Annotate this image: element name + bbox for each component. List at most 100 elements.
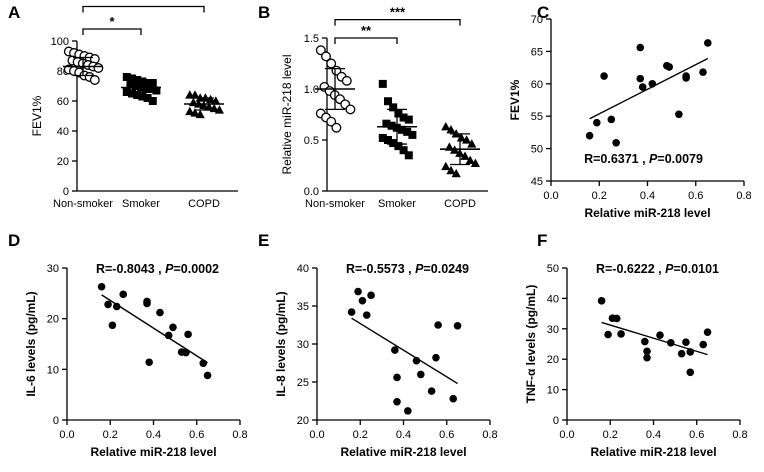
x-axis-title: Relative miR-218 level: [584, 206, 710, 220]
panel-a: A020406080100Non-smokerSmokerCOPDFEV1%**…: [8, 0, 238, 210]
y-tick-label: 20: [297, 415, 309, 427]
panel-c: C 45 50 55 60 65 70 0.0 0.2 0.4 0.6 0.8 Relative miR…: [508, 3, 752, 220]
data-point: [403, 127, 412, 136]
significance-bracket: [334, 18, 461, 26]
data-point: [597, 297, 606, 305]
x-tick-label: 0.6: [689, 429, 704, 441]
data-point: [138, 92, 147, 101]
x-tick-label: 0.0: [543, 190, 558, 202]
significance-label: **: [361, 23, 372, 38]
significance-bracket: [82, 28, 142, 35]
x-tick-label: 0.2: [103, 429, 118, 441]
y-tick-label: 40: [57, 126, 69, 138]
data-point: [389, 139, 398, 148]
x-axis-title: Relative miR-218 level: [340, 445, 466, 459]
data-point: [367, 291, 375, 300]
data-point: [387, 121, 396, 130]
group-copd: [184, 90, 224, 119]
data-point: [138, 77, 147, 86]
group-non-smoker: [63, 46, 104, 85]
data-point: [656, 331, 664, 339]
correlation-annotation: R=-0.5573 , P=0.0249: [346, 262, 469, 276]
y-tick-label: 55: [531, 111, 543, 123]
y-tick-label: 30: [297, 339, 309, 351]
annotation-p-label: P: [665, 262, 674, 276]
panel-f: F 0 10 20 30 40 50 0.0 0.2 0.4 0.6 0.8 Relative miR-…: [524, 231, 748, 459]
data-point: [394, 142, 403, 151]
data-point: [185, 106, 195, 116]
data-point: [211, 96, 221, 105]
y-tick-label: 10: [547, 385, 559, 397]
data-point: [432, 353, 440, 362]
y-tick-label: 45: [531, 176, 543, 188]
data-point: [441, 121, 451, 131]
data-point: [446, 125, 456, 134]
data-point: [148, 79, 157, 87]
data-point: [434, 321, 442, 329]
data-point: [204, 102, 214, 111]
data-point: [128, 89, 136, 98]
data-point: [345, 104, 356, 115]
panel-b: B 0.0 0.5 1.0 1.5 Non-smoker Smoker COPD Relativ…: [258, 3, 488, 210]
data-point: [131, 82, 140, 90]
significance-label: ***: [390, 5, 406, 20]
y-tick-label: 0: [53, 415, 59, 427]
data-point: [89, 75, 100, 85]
y-tick-label: 20: [47, 314, 59, 326]
regression-line: [351, 317, 458, 385]
y-tick-label: 50: [531, 144, 543, 156]
data-point: [126, 80, 135, 89]
data-point: [412, 356, 421, 365]
group-copd: [440, 121, 480, 178]
annotation-r: R=0.6371 ,: [584, 152, 649, 166]
y-axis-title: FEV1%: [30, 95, 44, 136]
data-point: [143, 79, 152, 87]
y-tick-label: 35: [297, 301, 309, 313]
y-axis-title: Relative miR-218 level: [280, 54, 294, 174]
y-tick-label: 30: [547, 324, 559, 336]
data-point: [148, 97, 157, 105]
annotation-p-label: P: [415, 262, 424, 276]
y-axis-title: TNF-α levels (pg/mL): [524, 285, 538, 404]
y-tick-label: 1.0: [304, 84, 319, 96]
data-point: [699, 68, 707, 76]
data-point: [321, 51, 331, 62]
category-label: Non-smoker: [305, 198, 365, 210]
x-tick-label: 0.4: [640, 190, 655, 202]
annotation-r: R=-0.5573 ,: [346, 262, 415, 276]
category-label: Non-smoker: [53, 198, 113, 210]
data-point: [104, 300, 112, 309]
category-label: COPD: [188, 198, 220, 210]
data-point: [593, 118, 601, 127]
data-point: [393, 397, 401, 406]
data-point: [636, 43, 645, 52]
data-point: [638, 83, 647, 91]
data-point: [152, 86, 161, 95]
data-point: [145, 358, 153, 367]
significance-label: **: [138, 0, 149, 7]
data-point: [326, 116, 337, 127]
panel-letter: F: [537, 231, 547, 250]
data-point: [677, 349, 686, 358]
data-point: [195, 109, 205, 119]
category-label: Smoker: [122, 198, 160, 210]
data-point: [682, 338, 690, 346]
annotation-p-value: =0.0101: [673, 262, 719, 276]
data-point: [354, 287, 362, 296]
annotation-p-label: P: [649, 152, 658, 166]
data-point: [112, 302, 121, 311]
x-tick-label: 0.8: [732, 429, 747, 441]
correlation-annotation: R=-0.8043 , P=0.0002: [96, 262, 219, 276]
panel-letter: C: [537, 3, 549, 22]
y-axis-title: FEV1%: [508, 79, 522, 120]
data-point: [326, 58, 337, 69]
data-point: [362, 311, 371, 319]
data-point: [699, 340, 708, 349]
y-tick-label: 20: [547, 354, 559, 366]
data-point: [404, 151, 413, 160]
data-point: [184, 330, 192, 339]
data-point: [686, 368, 695, 377]
y-tick-label: 30: [47, 263, 59, 275]
annotation-r: R=-0.8043 ,: [96, 262, 165, 276]
panel-letter: A: [8, 3, 20, 22]
